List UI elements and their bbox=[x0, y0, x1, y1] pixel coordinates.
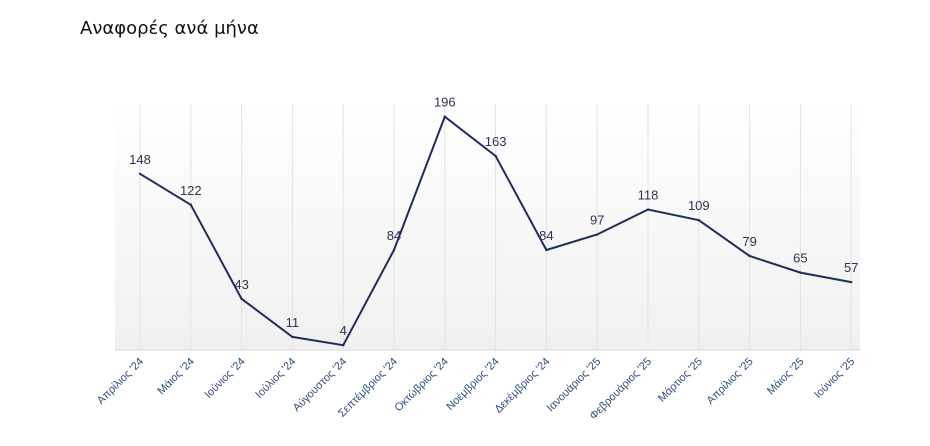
data-point-9 bbox=[596, 233, 599, 236]
data-point-5 bbox=[392, 248, 396, 252]
x-tick-label-2: Ιούνιος '24 bbox=[202, 356, 247, 401]
x-tick-label-1: Μάιος '24 bbox=[155, 356, 197, 398]
data-label-5: 84 bbox=[387, 228, 401, 243]
data-point-10 bbox=[646, 208, 650, 211]
data-point-0 bbox=[138, 172, 142, 176]
data-label-14: 57 bbox=[844, 260, 858, 275]
data-label-7: 163 bbox=[485, 134, 507, 149]
x-tick-label-7: Νοέμβριος '24 bbox=[444, 356, 501, 413]
data-label-13: 65 bbox=[793, 251, 807, 266]
plot-area-background bbox=[115, 100, 860, 350]
data-point-7 bbox=[494, 154, 497, 158]
x-tick-label-14: Ιούνιος '25 bbox=[812, 356, 857, 401]
data-point-3 bbox=[291, 335, 294, 339]
x-tick-label-8: Δεκέμβριος '24 bbox=[493, 356, 553, 416]
data-point-8 bbox=[545, 248, 548, 252]
chart-title: Αναφορές ανά μήνα bbox=[80, 18, 259, 39]
x-tick-label-11: Μάρτιος '25 bbox=[656, 356, 705, 405]
data-point-4 bbox=[342, 344, 345, 347]
x-tick-label-12: Απρίλιος '25 bbox=[705, 356, 756, 407]
data-point-11 bbox=[697, 219, 700, 222]
data-label-11: 109 bbox=[688, 198, 710, 213]
data-point-6 bbox=[443, 115, 446, 118]
data-label-4: 4 bbox=[340, 323, 347, 338]
data-label-10: 118 bbox=[638, 188, 659, 203]
data-label-0: 148 bbox=[129, 152, 151, 167]
data-label-12: 79 bbox=[742, 234, 756, 249]
x-tick-label-0: Απρίλιος '24 bbox=[95, 356, 146, 407]
data-point-13 bbox=[799, 271, 802, 274]
data-point-1 bbox=[189, 203, 192, 206]
data-label-9: 97 bbox=[590, 213, 604, 228]
data-label-1: 122 bbox=[180, 183, 202, 198]
data-label-8: 84 bbox=[539, 228, 553, 243]
data-point-2 bbox=[240, 297, 243, 301]
data-label-3: 11 bbox=[286, 315, 300, 330]
x-tick-label-6: Οκτώβριος '24 bbox=[392, 356, 450, 414]
data-label-2: 43 bbox=[234, 277, 248, 292]
data-point-12 bbox=[748, 254, 751, 258]
data-point-14 bbox=[850, 280, 853, 284]
data-label-6: 196 bbox=[434, 95, 456, 110]
x-tick-label-13: Μάιος '25 bbox=[765, 356, 807, 398]
x-tick-label-3: Ιούλιος '24 bbox=[253, 356, 298, 401]
